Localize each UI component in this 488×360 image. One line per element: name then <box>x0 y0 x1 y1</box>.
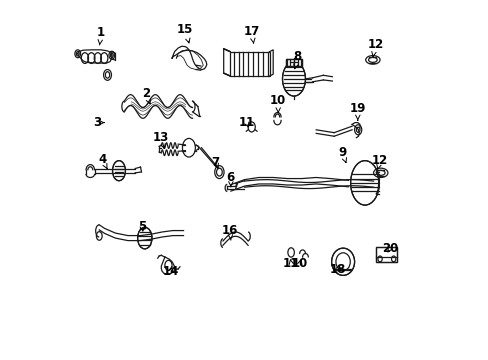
Bar <box>376 247 396 262</box>
Bar <box>285 59 302 66</box>
Ellipse shape <box>282 62 305 96</box>
Text: 6: 6 <box>226 171 235 186</box>
Text: 18: 18 <box>329 263 345 276</box>
Text: 17: 17 <box>243 25 259 43</box>
Text: 11: 11 <box>238 116 254 129</box>
Text: 7: 7 <box>211 156 220 169</box>
Bar <box>376 247 396 262</box>
Text: 3: 3 <box>93 116 104 129</box>
Text: 11: 11 <box>283 257 299 270</box>
Text: 9: 9 <box>338 146 346 163</box>
Text: 12: 12 <box>366 38 383 57</box>
Text: 10: 10 <box>269 94 286 113</box>
Bar <box>285 59 302 66</box>
Text: 2: 2 <box>142 87 150 104</box>
Text: 14: 14 <box>162 265 179 278</box>
Text: 5: 5 <box>138 220 146 233</box>
Ellipse shape <box>137 227 152 249</box>
Text: 13: 13 <box>153 131 169 148</box>
Ellipse shape <box>331 248 354 275</box>
Ellipse shape <box>112 161 125 181</box>
Ellipse shape <box>350 161 379 205</box>
Text: 1: 1 <box>97 27 105 45</box>
Text: 8: 8 <box>293 50 301 69</box>
Bar <box>230 51 269 76</box>
Text: 10: 10 <box>291 257 307 270</box>
Text: 20: 20 <box>381 242 397 255</box>
Text: 15: 15 <box>177 23 193 43</box>
Text: 4: 4 <box>98 153 107 168</box>
Text: 19: 19 <box>349 102 365 120</box>
Text: 12: 12 <box>371 154 387 170</box>
Text: 16: 16 <box>222 224 238 240</box>
